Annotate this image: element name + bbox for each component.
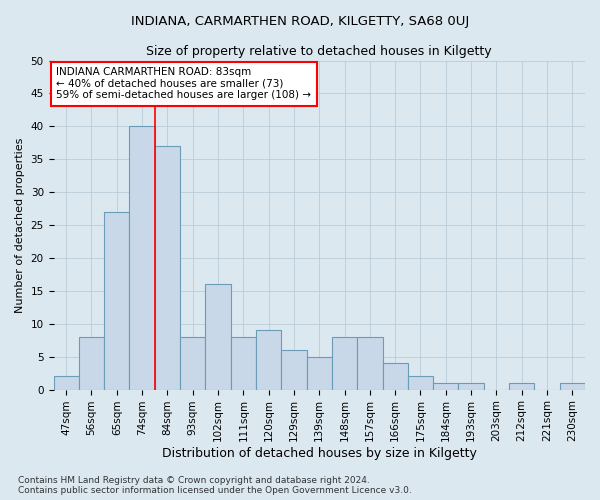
Bar: [155, 146, 180, 390]
Bar: [180, 337, 205, 390]
Bar: [104, 212, 130, 390]
Bar: [256, 330, 281, 390]
Bar: [357, 337, 383, 390]
X-axis label: Distribution of detached houses by size in Kilgetty: Distribution of detached houses by size …: [162, 447, 477, 460]
Text: INDIANA, CARMARTHEN ROAD, KILGETTY, SA68 0UJ: INDIANA, CARMARTHEN ROAD, KILGETTY, SA68…: [131, 15, 469, 28]
Bar: [205, 284, 230, 390]
Bar: [281, 350, 307, 390]
Text: Contains HM Land Registry data © Crown copyright and database right 2024.
Contai: Contains HM Land Registry data © Crown c…: [18, 476, 412, 495]
Bar: [408, 376, 433, 390]
Bar: [509, 383, 535, 390]
Bar: [307, 356, 332, 390]
Bar: [458, 383, 484, 390]
Title: Size of property relative to detached houses in Kilgetty: Size of property relative to detached ho…: [146, 45, 492, 58]
Bar: [383, 364, 408, 390]
Text: INDIANA CARMARTHEN ROAD: 83sqm
← 40% of detached houses are smaller (73)
59% of : INDIANA CARMARTHEN ROAD: 83sqm ← 40% of …: [56, 67, 311, 100]
Bar: [130, 126, 155, 390]
Bar: [53, 376, 79, 390]
Bar: [230, 337, 256, 390]
Bar: [332, 337, 357, 390]
Bar: [79, 337, 104, 390]
Y-axis label: Number of detached properties: Number of detached properties: [15, 138, 25, 313]
Bar: [560, 383, 585, 390]
Bar: [433, 383, 458, 390]
